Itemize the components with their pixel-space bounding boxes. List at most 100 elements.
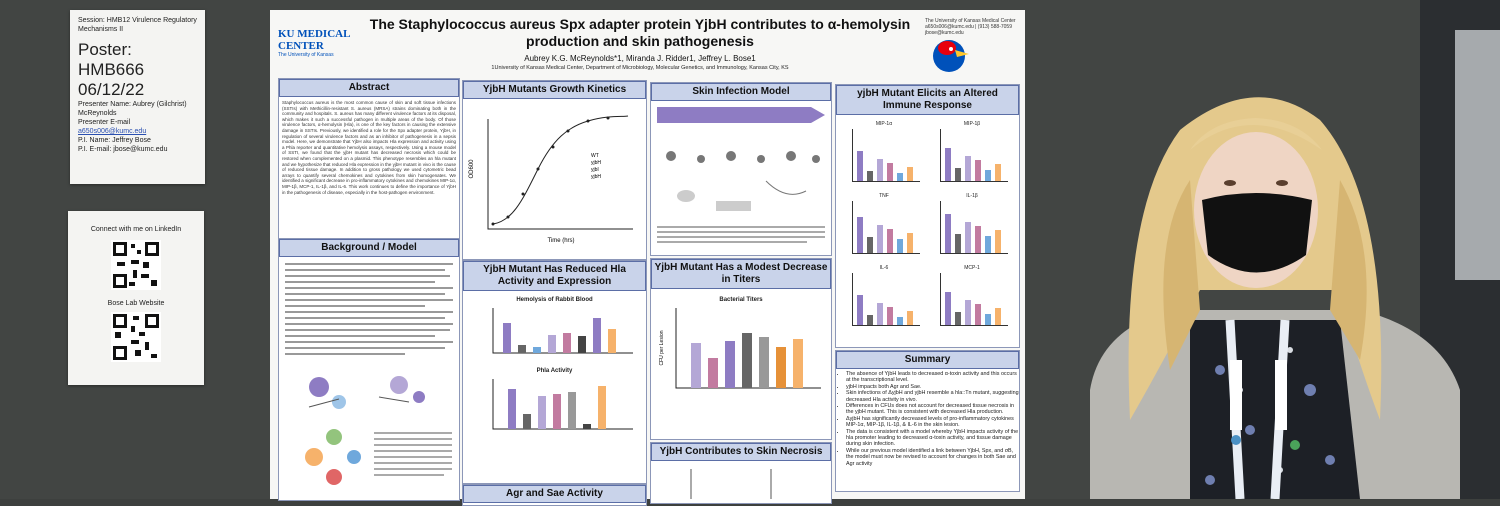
y-axis-label: CFU per Lesion [659,330,665,365]
qr-code [111,312,161,362]
section-heading: Summary [836,351,1019,369]
abstract-section: Abstract Staphylococcus aureus is the mo… [278,78,460,240]
y-axis-label: OD600 [469,159,475,179]
panel-bar [877,225,883,253]
contact: The University of Kansas Medical Center … [925,18,1016,36]
panel-bar [887,307,893,325]
hla-section: YjbH Mutant Has Reduced Hla Activity and… [462,260,647,484]
section-heading: YjbH Mutant Has a Modest Decrease in Tit… [651,259,831,289]
immune-panel: MCP-1 [932,265,1012,331]
summary-bullet: The absence of YjbH leads to decreased α… [846,371,1019,384]
immune-panels: MIP-1α MIP-1β TNF IL-1β IL-6 MCP-1 [836,115,1019,335]
section-heading: Background / Model [279,239,459,257]
section-heading: Agr and Sae Activity [463,485,646,503]
session-card: Session: HMB12 Virulence Regulatory Mech… [70,10,205,184]
panel-chart [940,273,1008,326]
logo: KU MEDICAL CENTER The University of Kans… [278,28,363,58]
panel-chart [852,129,920,182]
section-heading: yjbH Mutant Elicits an Altered Immune Re… [836,85,1019,115]
logo-sub: The University of Kansas [278,52,334,58]
hemolysis-figure [492,308,633,354]
panel-bar [945,292,951,325]
legend-entry: yjbH [591,174,601,180]
skin-model-section: Skin Infection Model [650,82,832,256]
lab-site-text: Bose Lab Website [107,300,165,307]
poster-label: Poster: [78,40,132,59]
section-heading: YjbH Contributes to Skin Necrosis [651,443,831,461]
session: Session: HMB12 Virulence Regulatory Mech… [78,17,197,33]
chart-title: Bacterial Titers [719,297,763,303]
panel-bar [965,156,971,181]
panel-title: MIP-1α [875,121,893,127]
pi-name: P.I. Name: Jeffrey Bose [78,137,151,144]
panel-bar [867,171,873,181]
date: 06/12/22 [78,80,145,99]
phla-figure [492,379,633,430]
necrosis-section: YjbH Contributes to Skin Necrosis [650,442,832,504]
immune-panel: MIP-1β [932,121,1012,187]
panel-title: MCP-1 [964,265,980,271]
section-heading: YjbH Mutant Has Reduced Hla Activity and… [463,261,646,291]
summary-list: The absence of YjbH leads to decreased α… [836,371,1019,467]
summary-bullet: While our previous model identified a li… [846,448,1019,467]
legend-entry: WT [591,153,599,159]
chart-title: Phla Activity [536,368,573,374]
linkedin-card: Connect with me on LinkedIn Bose Lab Web… [68,211,204,385]
panel-bar [995,308,1001,325]
panel-chart [940,201,1008,254]
panel-bar [985,170,991,181]
panel-bar [887,163,893,181]
immune-section: yjbH Mutant Elicits an Altered Immune Re… [835,84,1020,348]
panel-bar [877,159,883,181]
panel-title: IL-1β [966,193,978,199]
panel-bar [965,300,971,325]
panel-bar [975,226,981,253]
summary-bullet: yjbH impacts both Agr and Sae. [846,384,1019,390]
panel-bar [887,229,893,253]
summary-bullet: Differences in CFUs does not account for… [846,403,1019,416]
immune-panel: MIP-1α [844,121,924,187]
authors: Aubrey K.G. McReynolds*1, Miranda J. Rid… [524,54,756,63]
panel-bar [857,295,863,325]
section-heading: Skin Infection Model [651,83,831,101]
poster-title: The Staphylococcus aureus Spx adapter pr… [369,16,911,49]
qr-code [111,240,161,290]
x-axis-label: Time (hrs) [547,238,574,244]
agr-section: Agr and Sae Activity [462,484,647,506]
panel-bar [955,168,961,181]
panel-bar [945,148,951,181]
panel-bar [867,237,873,253]
jayhawk-logo [933,40,969,72]
background-section: Background / Model [278,238,460,501]
titers-section: YjbH Mutant Has a Modest Decrease in Tit… [650,258,832,440]
panel-bar [975,304,981,325]
summary-bullet: ΔyjbH has significantly decreased levels… [846,416,1019,429]
summary-section: Summary The absence of YjbH leads to dec… [835,350,1020,492]
panel-bar [897,239,903,253]
immune-panel: IL-1β [932,193,1012,259]
panel-bar [877,303,883,325]
panel-bar [965,222,971,253]
panel-bar [857,151,863,181]
summary-bullet: Skin infections of ΔyjbH and yjbH resemb… [846,390,1019,403]
pi-email: P.I. E-mail: jbose@kumc.edu [78,146,168,153]
legend-entry: yjbH [591,160,601,166]
presenter-name: Presenter Name: Aubrey (Gilchrist) McRey… [78,101,187,117]
section-heading: YjbH Mutants Growth Kinetics [463,81,646,99]
panel-bar [907,167,913,181]
poster: KU MEDICAL CENTER The University of Kans… [270,10,1025,506]
connect-text: Connect with me on LinkedIn [90,226,182,233]
panel-bar [907,233,913,253]
panel-bar [897,317,903,325]
panel-bar [867,315,873,325]
person [1090,97,1460,499]
section-heading: Abstract [279,79,459,97]
panel-bar [955,234,961,253]
panel-chart [940,129,1008,182]
panel-title: TNF [879,193,889,199]
panel-title: IL-6 [879,265,889,271]
panel-bar [995,230,1001,253]
necrosis-figure [690,469,772,499]
